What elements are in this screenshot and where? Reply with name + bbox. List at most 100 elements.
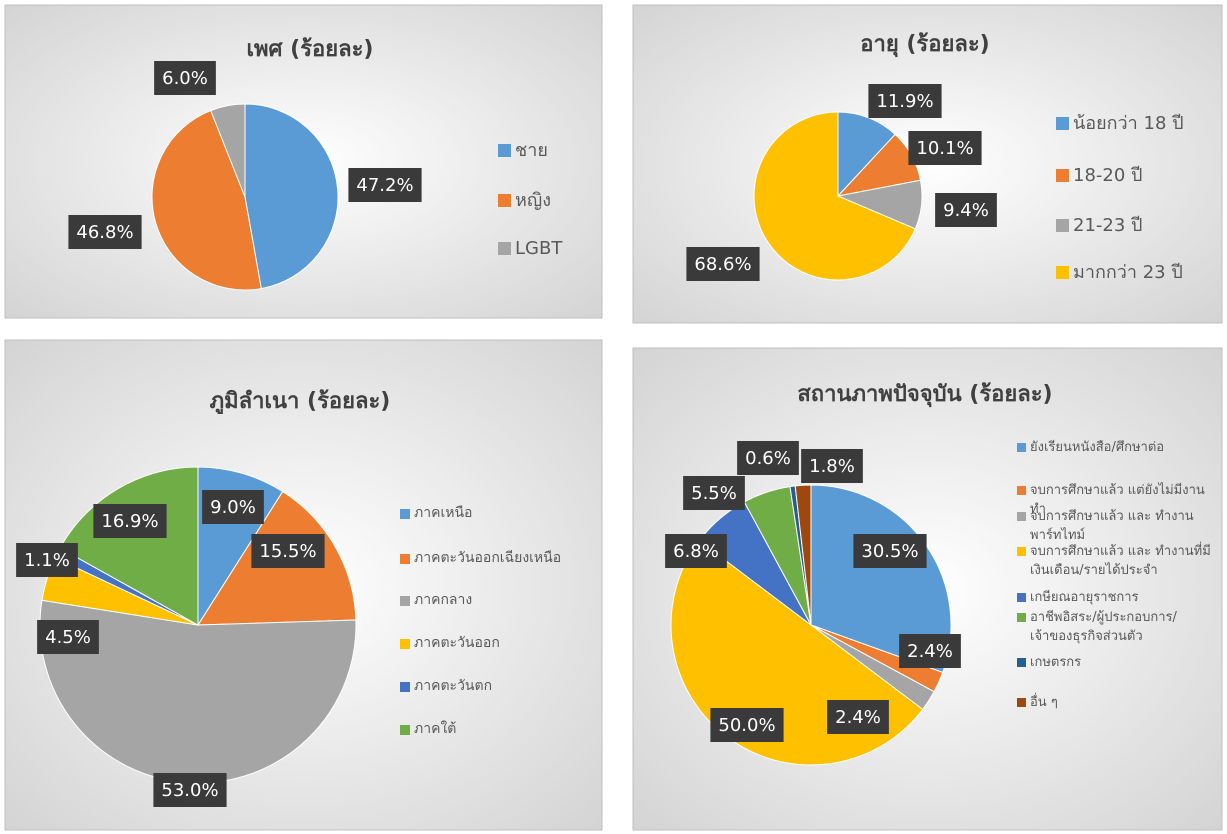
data-label-box [710,708,784,742]
legend-swatch [1017,512,1026,522]
legend-label: ภาคเหนือ [414,505,473,522]
legend-entry: จบการศึกษาแล้ว และ ทำงานพาร์ทไทม์ [1017,507,1217,546]
data-label-text: 47.2% [356,175,413,196]
legend-swatch [400,638,410,649]
legend-label: ภาคใต้ [414,721,457,738]
data-label-text: 6.8% [673,541,719,562]
data-label-box [935,193,997,227]
legend-entry: จบการศึกษาแล้ว และ ทำงานที่มีเงินเดือน/ร… [1017,542,1217,581]
legend-entry: ภาคตะวันตก [400,676,600,697]
data-label-box [801,449,863,483]
legend-entry: เกษตรกร [1017,653,1217,673]
data-label-text: 16.9% [101,511,158,532]
legend-swatch [498,194,511,208]
legend-entry: ภาคตะวันออก [400,633,600,654]
legend-entry: ชาย [498,137,598,164]
data-label-box [737,441,799,475]
data-label-box [683,476,745,510]
legend-label: 21-23 ปี [1073,215,1143,237]
legend-label: ภาคตะวันตก [414,678,493,695]
legend-label: ชาย [515,140,548,162]
data-label: 68.6% [686,247,760,281]
data-label-text: 53.0% [161,780,218,801]
data-label-box [251,534,325,568]
legend-label: อื่น ๆ [1030,694,1058,710]
data-label-text: 4.5% [45,627,91,648]
chart-title: เพศ (ร้อยละ) [247,37,374,62]
data-label: 4.5% [37,620,99,654]
legend-entry: หญิง [498,187,598,214]
pie-slice [753,111,916,281]
legend-entry: ภาคใต้ [400,719,600,740]
data-label-box [154,61,216,95]
data-label-box [665,534,727,568]
data-label-box [827,700,889,734]
legend-entry: ภาคกลาง [400,590,600,611]
data-label-box [908,131,982,165]
chart-title: ภูมิลำเนา (ร้อยละ) [210,389,391,415]
legend-label: 18-20 ปี [1073,165,1143,187]
legend-entry: ภาคเหนือ [400,503,600,524]
data-label: 6.0% [154,61,216,95]
data-label-text: 0.6% [745,448,791,469]
data-label-box [686,247,760,281]
legend-label: น้อยกว่า 18 ปี [1073,113,1184,135]
data-label: 1.1% [16,543,78,577]
data-label: 30.5% [853,534,927,568]
data-label-text: 2.4% [907,641,953,662]
pie-slice [151,109,262,291]
legend-label: จบการศึกษาแล้ว และ ทำงานพาร์ทไทม์ [1030,508,1194,544]
data-label: 6.8% [665,534,727,568]
legend-swatch [1017,443,1026,453]
data-label: 2.4% [899,634,961,668]
data-label-text: 46.8% [76,222,133,243]
legend-label: เกษตรกร [1030,654,1082,670]
data-label-text: 1.1% [24,550,70,571]
legend-entry: ยังเรียนหนังสือ/ศึกษาต่อ [1017,438,1217,458]
legend-swatch [400,508,410,519]
data-label-text: 5.5% [691,483,737,504]
legend-entry: 18-20 ปี [1056,162,1216,189]
data-label: 46.8% [68,215,142,249]
data-label: 2.4% [827,700,889,734]
legend-swatch [400,724,410,735]
data-label-text: 10.1% [916,138,973,159]
data-label-text: 68.6% [694,254,751,275]
legend-swatch [1017,698,1026,708]
data-label: 9.0% [202,490,264,524]
data-label-text: 50.0% [718,715,775,736]
data-label-box [153,773,227,807]
data-label-box [68,215,142,249]
legend-swatch [400,553,410,564]
data-label-box [853,534,927,568]
data-label: 1.8% [801,449,863,483]
data-label: 11.9% [868,84,942,118]
legend-entry: อื่น ๆ [1017,693,1217,713]
chart-title: สถานภาพปัจจุบัน (ร้อยละ) [797,382,1052,408]
legend-label: เกษียณอายุราชการ [1030,589,1139,605]
legend-label: จบการศึกษาแล้ว และ ทำงานที่มีเงินเดือน/ร… [1030,543,1211,579]
data-label-text: 6.0% [162,68,208,89]
legend-entry: LGBT [498,235,598,262]
data-label-box [899,634,961,668]
legend-entry: ภาคตะวันออกเฉียงเหนือ [400,548,600,569]
legend-entry: 21-23 ปี [1056,212,1216,239]
data-label-box [348,168,422,202]
legend-entry: จบการศึกษาแล้ว แต่ยังไม่มีงานทำ [1017,481,1217,520]
legend-swatch [1017,547,1026,557]
data-label-text: 9.0% [210,497,256,518]
data-label-text: 2.4% [835,707,881,728]
legend-label: มากกว่า 23 ปี [1073,262,1183,284]
legend-swatch [1056,169,1069,183]
legend-label: ภาคตะวันออกเฉียงเหนือ [414,550,562,567]
data-label: 0.6% [737,441,799,475]
legend-label: หญิง [515,190,551,212]
legend-label: LGBT [515,238,563,260]
legend-swatch [1017,658,1026,668]
pie-slice [210,103,246,198]
data-label-box [16,543,78,577]
legend-label: จบการศึกษาแล้ว แต่ยังไม่มีงานทำ [1030,482,1205,518]
legend-entry: น้อยกว่า 18 ปี [1056,110,1216,137]
data-label: 53.0% [153,773,227,807]
